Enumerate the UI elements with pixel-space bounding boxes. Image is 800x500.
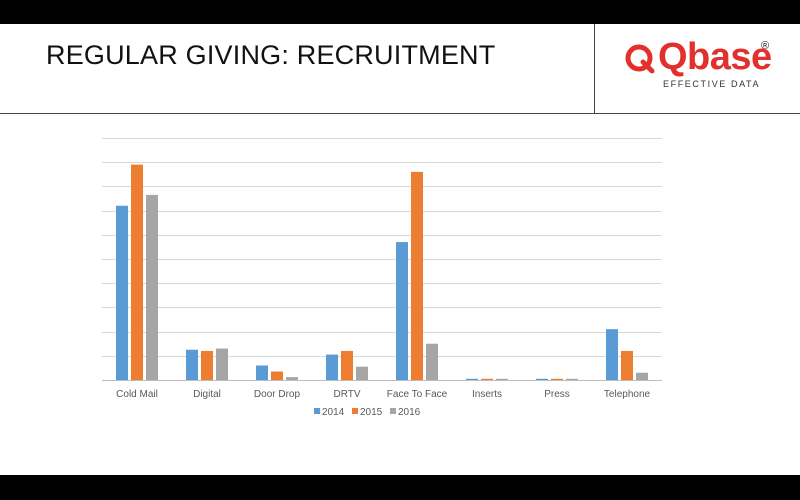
bar-2014-cold-mail <box>116 205 128 380</box>
bar-2014-door-drop <box>256 365 268 380</box>
registered-mark: ® <box>761 40 770 52</box>
legend-label-2014: 2014 <box>322 407 345 418</box>
x-tick-label: Face To Face <box>387 389 448 400</box>
x-tick-label: Cold Mail <box>116 389 158 400</box>
bar-2016-digital <box>216 348 228 380</box>
header-rule <box>0 113 800 114</box>
bar-2016-press <box>566 378 578 380</box>
bar-2016-cold-mail <box>146 194 158 380</box>
bar-2014-inserts <box>466 378 478 380</box>
x-tick-label: DRTV <box>333 389 360 400</box>
legend-swatch-2014 <box>314 408 320 414</box>
legend-label-2015: 2015 <box>360 407 383 418</box>
bar-2015-inserts <box>481 378 493 380</box>
bar-2015-digital <box>201 350 213 380</box>
x-tick-label: Telephone <box>604 389 651 400</box>
bar-2016-face-to-face <box>426 343 438 380</box>
legend-swatch-2015 <box>352 408 358 414</box>
bar-2015-drtv <box>341 350 353 380</box>
x-tick-label: Digital <box>193 389 221 400</box>
bar-2014-face-to-face <box>396 242 408 380</box>
bar-2014-digital <box>186 349 198 380</box>
bar-2016-inserts <box>496 378 508 380</box>
x-tick-label: Door Drop <box>254 389 301 400</box>
bar-2015-cold-mail <box>131 164 143 380</box>
logo-wordmark: Qbase <box>658 36 772 78</box>
bar-2015-face-to-face <box>411 171 423 380</box>
legend-swatch-2016 <box>390 408 396 414</box>
bottom-letterbox-bar <box>0 475 800 500</box>
bar-2014-press <box>536 378 548 380</box>
bar-2015-door-drop <box>271 371 283 380</box>
top-letterbox-bar <box>0 0 800 24</box>
slide: REGULAR GIVING: RECRUITMENT Qbase ® EFFE… <box>0 24 800 475</box>
x-tick-label: Press <box>544 389 570 400</box>
bar-2014-drtv <box>326 354 338 380</box>
q-ring-icon <box>625 44 655 74</box>
legend-label-2016: 2016 <box>398 407 421 418</box>
bar-2016-drtv <box>356 366 368 380</box>
bar-2016-telephone <box>636 372 648 380</box>
bar-2015-press <box>551 378 563 380</box>
bar-2016-door-drop <box>286 377 298 380</box>
qbase-logo: Qbase ® EFFECTIVE DATA <box>625 36 775 102</box>
x-tick-label: Inserts <box>472 389 502 400</box>
slide-title: REGULAR GIVING: RECRUITMENT <box>46 40 496 70</box>
bar-2015-telephone <box>621 350 633 380</box>
bar-2014-telephone <box>606 329 618 380</box>
logo-tagline: EFFECTIVE DATA <box>663 79 761 89</box>
header-divider <box>594 24 595 113</box>
bar-chart: Cold Mail Digital Door Drop DRTV Face To Fac… <box>102 138 662 418</box>
